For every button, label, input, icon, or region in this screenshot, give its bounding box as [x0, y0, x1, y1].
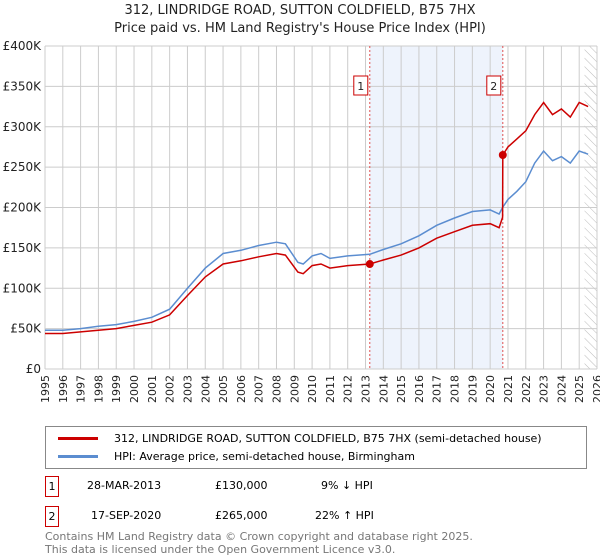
footer: Contains HM Land Registry data © Crown c…: [45, 530, 585, 556]
legend-label: HPI: Average price, semi-detached house,…: [114, 450, 415, 463]
legend-label: 312, LINDRIDGE ROAD, SUTTON COLDFIELD, B…: [114, 432, 542, 445]
transaction-price: £265,000: [215, 509, 268, 522]
x-tick-label: 2016: [413, 375, 426, 403]
legend: 312, LINDRIDGE ROAD, SUTTON COLDFIELD, B…: [45, 426, 587, 469]
sale-badge-label: 1: [357, 80, 364, 93]
transaction-badge: 2: [45, 506, 59, 527]
y-tick-label: £50K: [10, 322, 42, 336]
y-tick-label: £300K: [3, 120, 43, 134]
x-tick-label: 2007: [253, 375, 266, 403]
x-tick-label: 2024: [555, 375, 568, 403]
x-tick-label: 2020: [484, 375, 497, 403]
x-tick-label: 1998: [92, 375, 105, 403]
y-tick-label: £100K: [3, 281, 43, 295]
x-tick-label: 2025: [573, 375, 586, 403]
transaction-row: 2 17-SEP-2020 £265,000 22% ↑ HPI: [45, 506, 545, 527]
x-tick-label: 2012: [342, 375, 355, 403]
x-tick-label: 2011: [324, 375, 337, 403]
x-tick-label: 1997: [75, 375, 88, 403]
y-tick-label: £200K: [3, 201, 43, 215]
sale-badge-label: 2: [490, 80, 497, 93]
sale-point: [498, 151, 507, 160]
x-tick-label: 2010: [306, 375, 319, 403]
legend-swatch: [58, 437, 98, 440]
sale-badge: [353, 75, 369, 96]
x-tick-label: 1996: [57, 375, 70, 403]
x-tick-label: 2006: [235, 375, 248, 403]
x-tick-label: 2019: [466, 375, 479, 403]
x-tick-label: 1999: [110, 375, 123, 403]
y-tick-label: £250K: [3, 160, 43, 174]
x-tick-label: 2021: [502, 375, 515, 403]
x-tick-label: 2018: [449, 375, 462, 403]
transaction-hpi: 22% ↑ HPI: [315, 509, 374, 522]
y-tick-label: £0: [26, 362, 41, 376]
y-tick-label: £350K: [3, 79, 43, 93]
transaction-date: 17-SEP-2020: [91, 509, 162, 522]
footer-line: This data is licensed under the Open Gov…: [45, 543, 396, 556]
x-tick-label: 2001: [146, 375, 159, 403]
sale-badge: [486, 75, 502, 96]
x-tick-label: 2005: [217, 375, 230, 403]
y-tick-label: £400K: [3, 39, 43, 53]
transaction-row: 1 28-MAR-2013 £130,000 9% ↓ HPI: [45, 476, 545, 497]
x-tick-label: 2008: [270, 375, 283, 403]
x-tick-label: 2002: [164, 375, 177, 403]
x-tick-label: 2004: [199, 375, 212, 403]
x-tick-label: 2014: [377, 375, 390, 403]
transaction-price: £130,000: [215, 479, 268, 492]
transaction-badge: 1: [45, 476, 59, 497]
x-tick-label: 2003: [181, 375, 194, 403]
y-tick-label: £150K: [3, 241, 43, 255]
chart-subtitle: Price paid vs. HM Land Registry's House …: [114, 21, 486, 36]
x-tick-label: 2026: [591, 375, 600, 403]
x-tick-label: 2023: [538, 375, 551, 403]
property-price-line: [45, 101, 589, 335]
x-tick-label: 2017: [431, 375, 444, 403]
transaction-hpi: 9% ↓ HPI: [321, 479, 373, 492]
legend-swatch: [58, 455, 98, 458]
price-chart: 1995 1996 1997 1998 1999 2000 2001 2002 2003 2004…: [3, 39, 600, 403]
footer-line: Contains HM Land Registry data © Crown c…: [45, 530, 473, 543]
x-tick-label: 1995: [39, 375, 52, 403]
x-tick-label: 2015: [395, 375, 408, 403]
legend-item-property: 312, LINDRIDGE ROAD, SUTTON COLDFIELD, B…: [58, 432, 583, 445]
hpi-line: [45, 149, 589, 331]
sale-point: [365, 260, 374, 269]
x-tick-label: 2022: [520, 375, 533, 403]
chart-title: 312, LINDRIDGE ROAD, SUTTON COLDFIELD, B…: [124, 3, 476, 18]
legend-item-hpi: HPI: Average price, semi-detached house,…: [58, 450, 583, 463]
x-tick-label: 2013: [360, 375, 373, 403]
transaction-date: 28-MAR-2013: [87, 479, 162, 492]
x-tick-label: 2009: [288, 375, 301, 403]
x-tick-label: 2000: [128, 375, 141, 403]
